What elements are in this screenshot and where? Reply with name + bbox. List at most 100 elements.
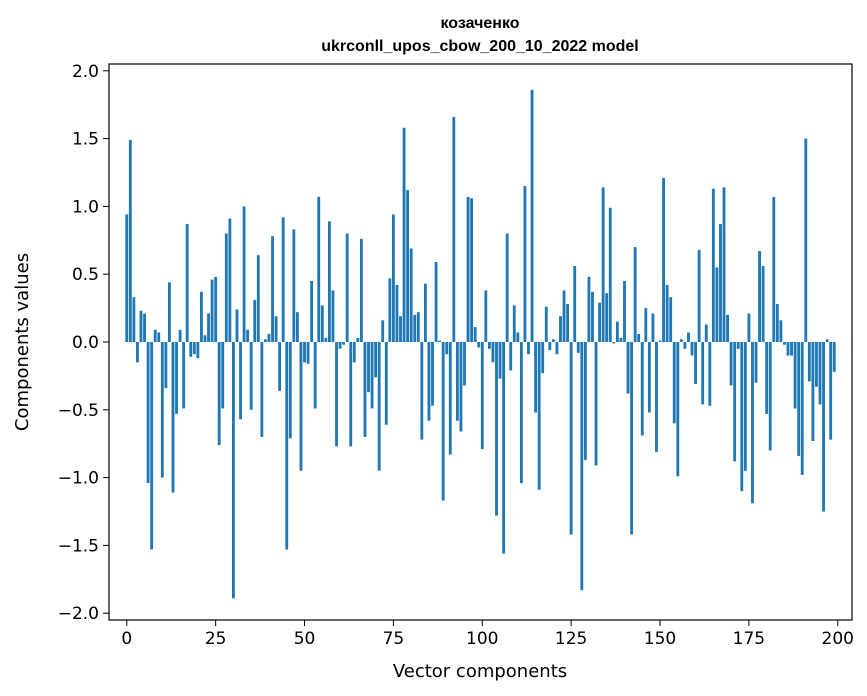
x-tick-label: 150: [644, 629, 676, 649]
bar: [736, 342, 740, 349]
bar: [402, 127, 406, 343]
bar: [615, 321, 619, 342]
bar: [278, 342, 282, 391]
bar: [733, 342, 737, 462]
bar: [583, 342, 587, 460]
bar: [207, 313, 210, 342]
bar: [623, 280, 626, 342]
bar: [662, 177, 665, 342]
y-tick-label: 1.0: [72, 197, 99, 217]
y-tick-label: −2.0: [58, 604, 99, 624]
bar: [438, 340, 442, 342]
bar: [356, 337, 360, 342]
bar: [448, 342, 452, 455]
bar: [562, 290, 566, 342]
bar: [761, 266, 765, 342]
bar: [132, 297, 136, 342]
bar: [559, 316, 562, 342]
x-tick-label: 75: [383, 629, 405, 649]
bar: [480, 342, 484, 450]
bar: [555, 342, 559, 355]
x-axis-label: Vector components: [393, 661, 567, 682]
bar: [797, 342, 801, 456]
bar: [242, 206, 246, 342]
bar: [150, 342, 154, 550]
bar: [512, 305, 516, 342]
y-tick-label: 0.0: [72, 333, 99, 353]
bar: [409, 248, 413, 342]
bar: [811, 342, 815, 441]
bar: [747, 313, 751, 342]
bar: [644, 308, 648, 342]
bar: [217, 342, 221, 446]
bar: [399, 316, 402, 342]
bar: [832, 342, 836, 372]
bar: [352, 342, 356, 363]
bar: [175, 342, 178, 414]
chart-subtitle: ukrconll_upos_cbow_200_10_2022 model: [321, 38, 638, 55]
bar: [754, 342, 758, 383]
bar: [523, 186, 527, 342]
bar: [807, 342, 811, 382]
x-axis-ticks: 0 25 50 75 100 125 150 175 200: [121, 620, 854, 649]
y-axis-label: Components values: [12, 253, 33, 431]
plot-frame: [108, 63, 853, 621]
bar: [491, 342, 495, 363]
bar: [136, 342, 139, 363]
bar: [676, 342, 680, 477]
bar: [630, 342, 634, 535]
bar: [783, 342, 786, 345]
y-tick-label: 0.5: [72, 265, 99, 285]
bar: [203, 335, 207, 342]
bar: [260, 342, 264, 437]
y-tick-label: −0.5: [58, 401, 99, 421]
bar: [295, 312, 299, 342]
bar: [185, 224, 189, 342]
bar: [153, 329, 157, 342]
bar: [594, 342, 598, 466]
bar: [779, 320, 783, 342]
bar: [601, 187, 605, 342]
bar: [665, 285, 669, 342]
bar: [228, 218, 232, 342]
bar: [335, 342, 338, 447]
bar: [815, 342, 818, 387]
bar: [743, 342, 747, 471]
bar: [164, 342, 168, 389]
bar: [740, 342, 744, 492]
bar: [406, 190, 410, 342]
bar: [349, 342, 353, 447]
bar: [566, 304, 570, 342]
bar: [189, 342, 193, 357]
bar: [715, 267, 719, 342]
bar: [423, 283, 427, 342]
bar: [765, 342, 769, 414]
bar: [299, 342, 303, 471]
bar: [221, 342, 225, 409]
bar: [530, 89, 534, 343]
bar: [342, 342, 346, 345]
bar: [548, 342, 552, 351]
x-tick-label: 200: [822, 629, 854, 649]
y-tick-label: 2.0: [72, 62, 99, 82]
bar: [345, 233, 349, 342]
bar: [598, 302, 602, 342]
bar: [612, 342, 616, 344]
bar: [427, 342, 431, 421]
bar: [256, 255, 260, 342]
bar: [768, 342, 772, 451]
bar: [580, 342, 584, 591]
bar: [541, 342, 545, 374]
bar: [192, 342, 196, 355]
bar: [537, 342, 541, 490]
bar: [445, 342, 449, 355]
bar: [274, 316, 278, 342]
bar: [182, 342, 186, 409]
bar: [157, 332, 161, 342]
bar: [224, 233, 228, 342]
bar: [804, 138, 808, 342]
bar: [701, 342, 705, 405]
bar: [758, 251, 761, 342]
bar: [441, 342, 445, 501]
